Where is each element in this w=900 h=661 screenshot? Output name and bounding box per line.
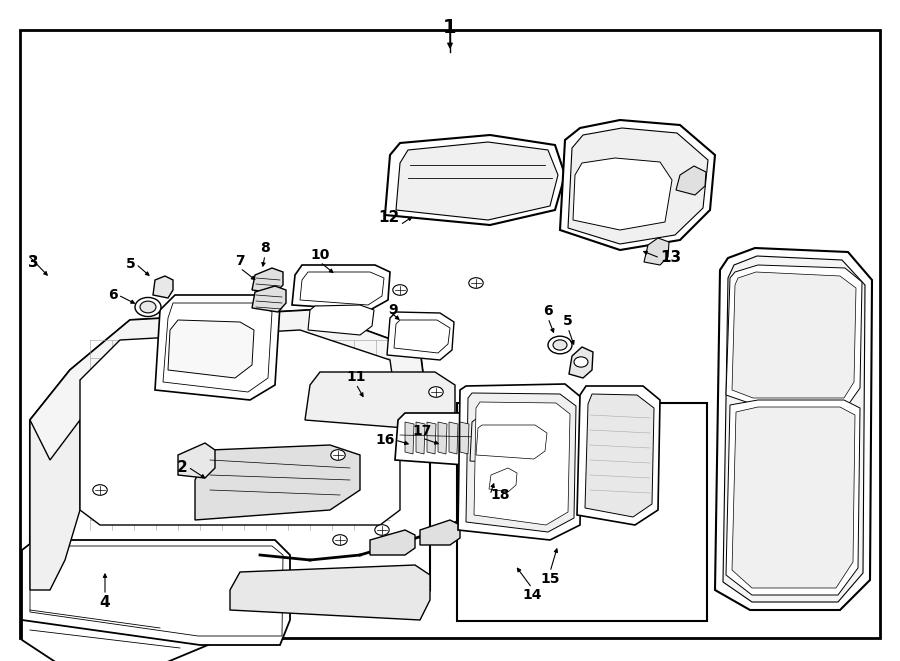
Polygon shape bbox=[178, 443, 215, 478]
Circle shape bbox=[140, 301, 156, 313]
Circle shape bbox=[392, 285, 407, 295]
Text: 2: 2 bbox=[177, 459, 188, 475]
Text: 11: 11 bbox=[346, 370, 365, 384]
Polygon shape bbox=[732, 407, 855, 588]
Polygon shape bbox=[568, 128, 708, 244]
Polygon shape bbox=[30, 310, 430, 460]
Text: 3: 3 bbox=[28, 255, 39, 270]
Polygon shape bbox=[80, 330, 400, 525]
Polygon shape bbox=[155, 295, 280, 400]
Circle shape bbox=[428, 387, 443, 397]
Polygon shape bbox=[405, 422, 414, 454]
Polygon shape bbox=[474, 402, 570, 525]
Text: 7: 7 bbox=[235, 254, 245, 268]
Polygon shape bbox=[644, 238, 669, 265]
Text: 6: 6 bbox=[108, 288, 118, 302]
Polygon shape bbox=[385, 135, 565, 225]
Text: 10: 10 bbox=[310, 248, 329, 262]
Polygon shape bbox=[676, 166, 706, 195]
Polygon shape bbox=[715, 248, 872, 610]
Text: 8: 8 bbox=[260, 241, 270, 255]
Polygon shape bbox=[230, 565, 430, 620]
Polygon shape bbox=[577, 386, 660, 525]
Text: 12: 12 bbox=[379, 210, 400, 225]
Circle shape bbox=[548, 336, 572, 354]
Circle shape bbox=[553, 340, 567, 350]
Polygon shape bbox=[726, 265, 862, 405]
Polygon shape bbox=[723, 256, 865, 602]
Polygon shape bbox=[420, 520, 460, 545]
Polygon shape bbox=[438, 422, 447, 454]
Polygon shape bbox=[462, 412, 558, 472]
Circle shape bbox=[469, 278, 483, 288]
Polygon shape bbox=[30, 370, 80, 590]
Polygon shape bbox=[252, 268, 283, 293]
Circle shape bbox=[574, 357, 588, 367]
Polygon shape bbox=[489, 468, 517, 492]
Text: 5: 5 bbox=[126, 257, 136, 271]
Polygon shape bbox=[732, 272, 856, 398]
Polygon shape bbox=[168, 320, 254, 378]
Polygon shape bbox=[387, 312, 454, 360]
Text: 1: 1 bbox=[443, 18, 457, 37]
Text: 4: 4 bbox=[100, 595, 111, 610]
Circle shape bbox=[135, 297, 161, 317]
Polygon shape bbox=[476, 425, 547, 459]
Polygon shape bbox=[560, 120, 715, 250]
Text: 15: 15 bbox=[540, 572, 560, 586]
Text: 16: 16 bbox=[375, 433, 395, 447]
Circle shape bbox=[331, 449, 346, 460]
Text: 5: 5 bbox=[563, 314, 573, 328]
Polygon shape bbox=[396, 142, 558, 220]
Polygon shape bbox=[305, 372, 455, 430]
Polygon shape bbox=[252, 286, 286, 312]
Polygon shape bbox=[195, 445, 360, 520]
Polygon shape bbox=[465, 510, 505, 530]
Polygon shape bbox=[370, 530, 415, 555]
Text: 6: 6 bbox=[544, 304, 553, 318]
Polygon shape bbox=[573, 158, 672, 230]
Polygon shape bbox=[22, 560, 220, 661]
Polygon shape bbox=[292, 265, 390, 310]
Polygon shape bbox=[585, 394, 654, 517]
Polygon shape bbox=[30, 310, 430, 610]
Bar bbox=[457, 403, 707, 621]
Circle shape bbox=[93, 485, 107, 495]
Polygon shape bbox=[466, 393, 576, 532]
Polygon shape bbox=[569, 347, 593, 378]
Polygon shape bbox=[470, 419, 551, 465]
Polygon shape bbox=[460, 422, 469, 454]
Polygon shape bbox=[22, 540, 290, 645]
Text: 9: 9 bbox=[388, 303, 398, 317]
Polygon shape bbox=[485, 465, 522, 495]
Polygon shape bbox=[427, 422, 436, 454]
Circle shape bbox=[333, 535, 347, 545]
Polygon shape bbox=[153, 276, 173, 298]
Polygon shape bbox=[726, 400, 860, 595]
Circle shape bbox=[374, 525, 389, 535]
Polygon shape bbox=[395, 413, 480, 465]
Text: 13: 13 bbox=[660, 251, 681, 266]
Polygon shape bbox=[416, 422, 425, 454]
Text: 14: 14 bbox=[522, 588, 542, 602]
Polygon shape bbox=[308, 305, 374, 335]
Polygon shape bbox=[458, 384, 582, 540]
Polygon shape bbox=[449, 422, 458, 454]
Text: 17: 17 bbox=[412, 424, 432, 438]
Text: 18: 18 bbox=[490, 488, 509, 502]
